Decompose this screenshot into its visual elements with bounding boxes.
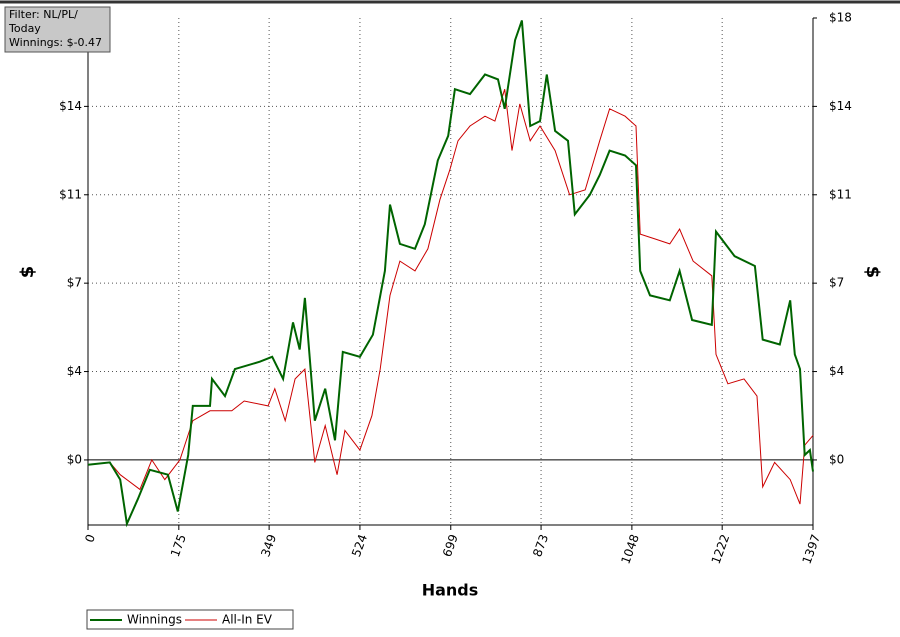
series-line [87,20,814,528]
x-axis-label: Hands [422,581,479,600]
y2-tick-label: $18 [829,11,852,25]
y2-tick-label: $7 [829,276,844,290]
y2-tick-label: $14 [829,99,852,113]
y-tick-label: $4 [67,364,82,378]
annotation: Winnings: $-0.47 [9,36,102,49]
y2-tick-label: $4 [829,364,844,378]
series-line [87,89,814,505]
legend-label: Winnings [127,613,182,627]
y-tick-label: $7 [67,276,82,290]
y-tick-label: $11 [59,187,82,201]
y2-tick-label: $0 [829,452,844,466]
legend-label: All-In EV [222,613,273,627]
filter-box-bg [4,6,111,53]
y-tick-label: $0 [67,452,82,466]
y-axis-label: $ [17,266,38,279]
annotation: Today [8,22,41,35]
y2-tick-label: $11 [829,187,852,201]
annotation: Filter: NL/PL/ [9,8,78,21]
legend: Winnings All-In EV [86,609,294,630]
plot-area [84,17,817,530]
x-tick-label: 0 [82,532,98,544]
y2-axis-label: $ [862,266,883,279]
y-tick-label: $14 [59,99,82,113]
filter-box: Filter: NL/PL/ Today Winnings: $-0.47 [4,6,111,53]
